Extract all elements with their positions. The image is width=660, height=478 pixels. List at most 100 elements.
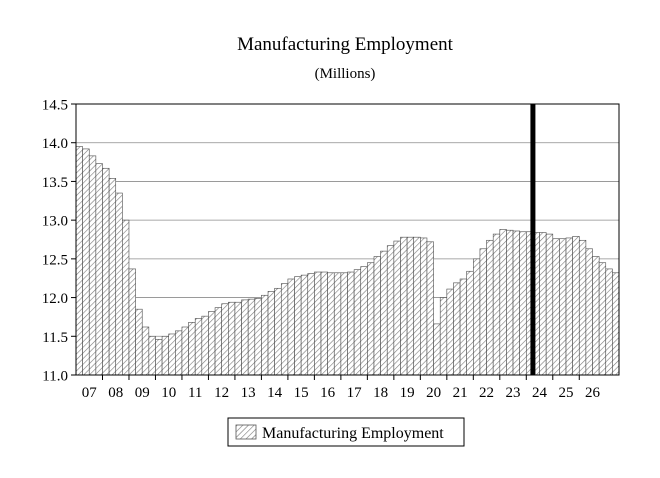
bar	[499, 229, 507, 376]
bar	[102, 167, 110, 376]
bar	[506, 229, 514, 376]
bar	[267, 291, 275, 376]
bar	[161, 335, 170, 376]
bar	[148, 335, 156, 376]
bar	[181, 326, 189, 376]
chart-title: Manufacturing Employment	[237, 34, 454, 55]
bar	[108, 178, 117, 376]
x-tick-label: 24	[532, 385, 548, 401]
bar	[592, 256, 600, 376]
bar	[340, 272, 348, 376]
bar	[578, 239, 587, 376]
bar	[433, 323, 441, 376]
bar	[208, 311, 216, 376]
bar	[241, 299, 249, 376]
bar	[545, 233, 554, 376]
legend: Manufacturing Employment	[227, 417, 465, 447]
bar	[360, 266, 368, 376]
x-tick-label: 19	[400, 385, 415, 401]
x-tick-label: 23	[506, 385, 521, 401]
y-tick-label: 13.5	[42, 175, 68, 191]
bar	[280, 283, 289, 376]
bar	[333, 272, 342, 376]
x-tick-label: 07	[82, 385, 98, 401]
x-tick-label: 25	[559, 385, 574, 401]
bar	[115, 192, 123, 376]
bar	[234, 301, 242, 376]
x-tick-label: 21	[453, 385, 468, 401]
bar	[194, 318, 203, 376]
bar	[446, 288, 454, 376]
x-tick-label: 09	[135, 385, 150, 401]
bar	[294, 276, 302, 376]
x-tick-label: 08	[108, 385, 123, 401]
y-tick-label: 12.5	[42, 252, 68, 268]
x-tick-label: 13	[241, 385, 256, 401]
bar	[406, 236, 415, 376]
x-tick-label: 15	[294, 385, 309, 401]
bar	[459, 278, 467, 376]
bar	[512, 230, 520, 376]
bar	[314, 271, 322, 376]
legend-box	[227, 417, 465, 447]
bar	[128, 268, 136, 376]
x-tick-label: 12	[214, 385, 229, 401]
bar	[307, 273, 315, 376]
bar	[347, 271, 355, 376]
bar	[188, 322, 196, 376]
bar	[612, 272, 620, 376]
bar	[261, 294, 269, 376]
bar	[274, 287, 282, 376]
bar	[373, 256, 381, 376]
bar	[539, 232, 547, 376]
bar	[320, 271, 328, 376]
bar	[605, 268, 613, 376]
y-tick-label: 12.0	[42, 291, 68, 307]
bar	[95, 163, 103, 376]
x-tick-label: 11	[188, 385, 202, 401]
bar	[168, 333, 176, 376]
bar	[155, 339, 163, 376]
bar	[552, 238, 560, 376]
bar	[393, 240, 401, 376]
legend-swatch	[235, 424, 257, 440]
bar	[420, 237, 428, 376]
bar	[492, 233, 501, 376]
bar	[135, 308, 143, 376]
bar	[466, 270, 474, 376]
chart-subtitle: (Millions)	[315, 66, 376, 82]
bar	[439, 297, 448, 376]
y-tick-label: 14.0	[42, 136, 68, 152]
x-tick-label: 14	[267, 385, 283, 401]
bar	[327, 272, 335, 376]
bar	[214, 307, 222, 376]
bar	[453, 282, 461, 376]
bar	[413, 236, 421, 376]
bar	[228, 301, 236, 376]
x-tick-label: 10	[161, 385, 176, 401]
bar	[247, 298, 256, 376]
bar	[88, 155, 97, 376]
bar	[75, 146, 83, 376]
x-tick-label: 26	[585, 385, 601, 401]
bar	[141, 326, 150, 376]
bar	[122, 219, 130, 376]
bar	[486, 239, 494, 376]
bar	[300, 274, 309, 376]
bar	[386, 245, 395, 376]
y-tick-label: 11.5	[42, 330, 68, 346]
bar	[585, 248, 593, 376]
bar	[426, 241, 434, 376]
bar	[82, 148, 90, 376]
bar	[367, 262, 375, 376]
bar	[559, 238, 567, 376]
y-tick-label: 11.0	[42, 369, 68, 385]
x-tick-label: 22	[479, 385, 494, 401]
x-tick-label: 17	[347, 385, 363, 401]
y-tick-label: 13.0	[42, 214, 68, 230]
y-tick-label: 14.5	[42, 98, 68, 114]
bar	[175, 330, 183, 376]
bar	[598, 262, 607, 376]
x-tick-label: 16	[320, 385, 336, 401]
